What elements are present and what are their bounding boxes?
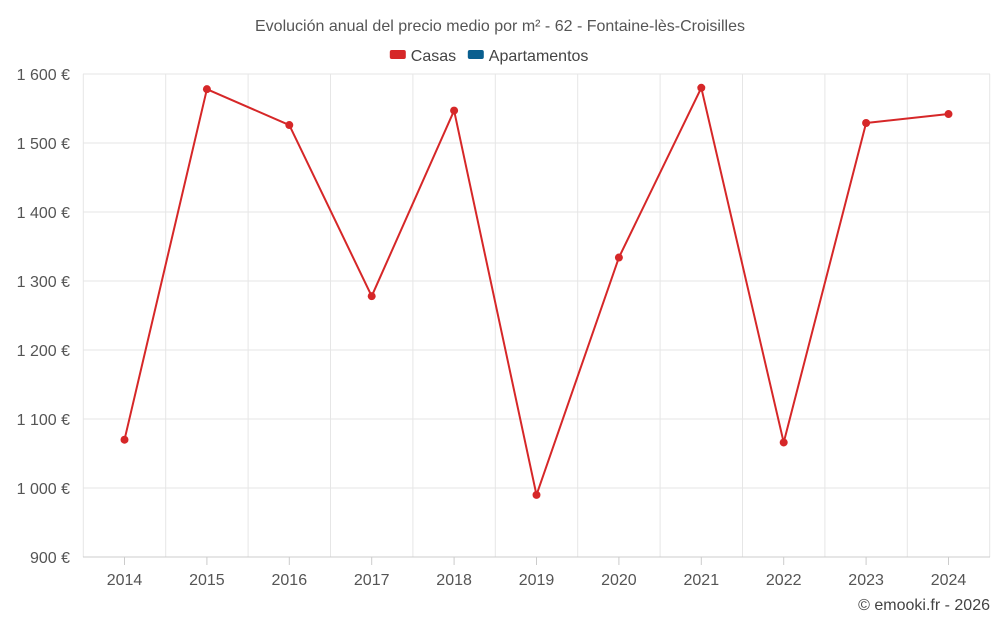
x-tick-label: 2018 — [436, 572, 472, 589]
x-tick-label: 2017 — [354, 572, 390, 589]
x-tick-label: 2020 — [601, 572, 637, 589]
data-point-2018[interactable] — [450, 106, 459, 115]
y-tick-label: 1 600 € — [17, 67, 70, 84]
data-point-2014[interactable] — [120, 435, 129, 444]
data-point-2021[interactable] — [697, 83, 706, 92]
legend-swatch-apartamentos — [467, 50, 484, 59]
legend-label-apartamentos[interactable]: Apartamentos — [489, 48, 589, 65]
x-tick-label: 2023 — [848, 572, 884, 589]
y-tick-label: 1 100 € — [17, 412, 70, 429]
series-layer — [120, 83, 953, 499]
legend-label-casas[interactable]: Casas — [411, 48, 456, 65]
chart-title: Evolución anual del precio medio por m² … — [255, 18, 745, 35]
y-tick-label: 1 000 € — [17, 481, 70, 498]
data-point-2019[interactable] — [532, 490, 541, 499]
x-grid — [82, 74, 991, 557]
y-tick-label: 1 500 € — [17, 136, 70, 153]
credit-text: © emooki.fr - 2026 — [858, 597, 990, 614]
data-point-2016[interactable] — [285, 121, 294, 130]
y-axis-ticks: 900 € 1 000 € 1 100 € 1 200 € 1 300 € 1 400 €… — [17, 67, 70, 567]
x-tick-label: 2021 — [684, 572, 720, 589]
y-tick-label: 1 400 € — [17, 205, 70, 222]
x-tick-label: 2019 — [519, 572, 555, 589]
data-point-2022[interactable] — [779, 438, 788, 447]
y-tick-label: 1 200 € — [17, 343, 70, 360]
legend-swatch-casas — [389, 50, 406, 59]
data-point-2023[interactable] — [862, 118, 871, 127]
data-point-2020[interactable] — [614, 253, 623, 262]
x-tick-label: 2014 — [107, 572, 143, 589]
y-tick-label: 900 € — [30, 550, 70, 567]
data-point-2017[interactable] — [367, 292, 376, 301]
data-point-2024[interactable] — [944, 110, 953, 119]
x-tick-label: 2016 — [272, 572, 308, 589]
x-tick-label: 2022 — [766, 572, 802, 589]
legend: Casas Apartamentos — [389, 48, 589, 65]
y-tick-label: 1 300 € — [17, 274, 70, 291]
x-tick-label: 2015 — [189, 572, 225, 589]
data-point-2015[interactable] — [202, 85, 211, 94]
x-axis-ticks: 2014 2015 2016 2017 2018 2019 2020 2021 2022 2023… — [107, 557, 967, 589]
x-tick-label: 2024 — [931, 572, 967, 589]
y-grid — [83, 73, 990, 489]
